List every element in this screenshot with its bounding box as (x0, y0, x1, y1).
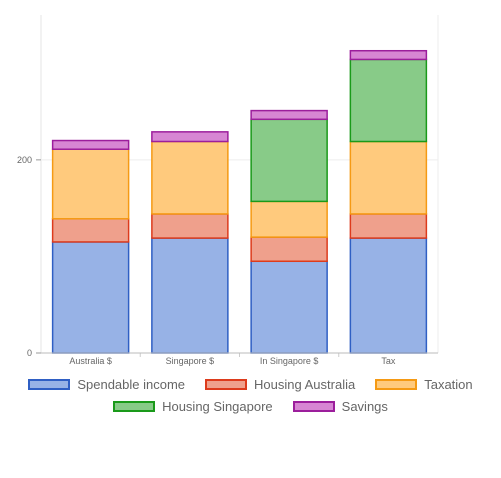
legend-swatch (113, 401, 156, 412)
y-tick-label: 200 (17, 155, 32, 165)
x-tick-label: Singapore $ (166, 356, 215, 366)
bar-segment (250, 118, 328, 203)
legend-item[interactable]: Savings (292, 399, 388, 414)
legend-swatch (28, 379, 71, 390)
tick-labels: 0 200 Australia $ Singapore $ In Singapore $… (17, 155, 396, 366)
legend-row-1: Spendable income Housing Australia Taxatio… (0, 377, 501, 392)
bar-segment (151, 131, 229, 143)
x-tick-label: Australia $ (69, 356, 112, 366)
legend-label: Taxation (424, 377, 473, 392)
bar-segment (250, 236, 328, 263)
legend-item[interactable]: Spendable income (28, 377, 185, 392)
bar-segment (349, 237, 428, 354)
bar-segment (250, 260, 328, 354)
legend-swatch (375, 379, 418, 390)
legend-item[interactable]: Taxation (375, 377, 473, 392)
bar-segment (349, 58, 428, 143)
bar-segment (151, 140, 229, 215)
legend-item[interactable]: Housing Australia (205, 377, 355, 392)
legend-label: Housing Australia (254, 377, 356, 392)
bar-segment (51, 241, 130, 354)
bar-segment (51, 139, 130, 150)
legend-swatch (292, 401, 335, 412)
bar-segment (51, 218, 130, 243)
bar-segment (151, 237, 229, 354)
bar-segment (349, 213, 428, 239)
bars (51, 49, 428, 354)
bar-segment (349, 49, 428, 61)
bar-segment (250, 109, 328, 121)
x-tick-label: In Singapore $ (260, 356, 319, 366)
axes (36, 159, 438, 357)
legend-item[interactable]: Housing Singapore (113, 399, 273, 414)
bar-segment (349, 140, 428, 215)
legend-label: Housing Singapore (162, 399, 273, 414)
bar-segment (51, 148, 130, 220)
bar-segment (151, 213, 229, 239)
legend-label: Spendable income (77, 377, 186, 392)
legend-row-2: Housing Singapore Savings (0, 399, 501, 414)
legend-swatch (205, 379, 248, 390)
legend-label: Savings (341, 399, 388, 414)
y-tick-label: 0 (27, 348, 32, 358)
bar-segment (250, 200, 328, 238)
x-tick-label: Tax (381, 356, 396, 366)
